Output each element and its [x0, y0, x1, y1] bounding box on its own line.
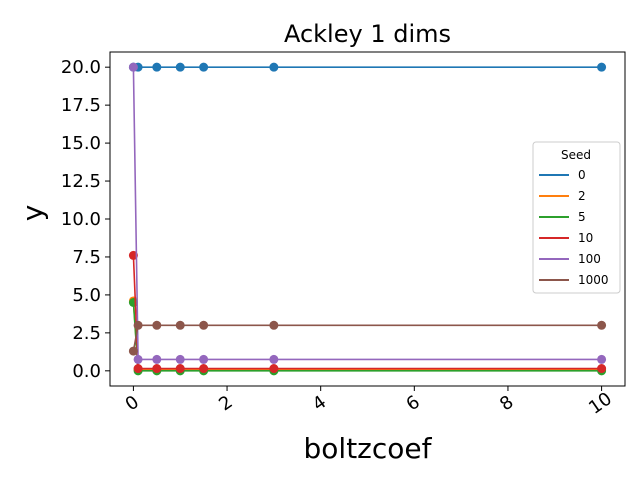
data-point [199, 364, 209, 374]
legend-label: 10 [578, 231, 593, 245]
legend-label: 5 [578, 210, 586, 224]
series-10 [128, 250, 607, 374]
x-tick-label: 0 [122, 392, 143, 416]
x-tick-label: 6 [402, 392, 423, 416]
x-tick-label: 10 [585, 388, 616, 418]
chart-title: Ackley 1 dims [284, 20, 451, 48]
data-point [199, 62, 209, 72]
data-point [597, 354, 607, 364]
data-point [152, 354, 162, 364]
x-tick-label: 8 [496, 392, 517, 416]
y-tick-label: 7.5 [72, 247, 101, 268]
data-point [597, 62, 607, 72]
legend-label: 1000 [578, 273, 609, 287]
data-point [175, 320, 185, 330]
data-point [152, 62, 162, 72]
data-point [597, 364, 607, 374]
data-point [269, 354, 279, 364]
y-tick-label: 17.5 [61, 95, 101, 116]
y-axis: 0.0 2.5 5.0 7.5 10.0 12.5 15.0 17.5 20.0 [61, 57, 110, 382]
legend-title: Seed [561, 148, 591, 162]
legend-label: 0 [578, 168, 586, 182]
data-point [199, 320, 209, 330]
data-point [175, 62, 185, 72]
data-point [133, 320, 143, 330]
y-axis-label: y [16, 205, 49, 222]
legend: Seed 0 2 5 10 100 1000 [532, 141, 621, 294]
y-tick-label: 10.0 [61, 209, 101, 230]
x-axis: 0 2 4 6 8 10 [122, 386, 616, 419]
series-0 [128, 62, 607, 72]
data-point [199, 354, 209, 364]
y-tick-label: 15.0 [61, 133, 101, 154]
y-tick-label: 5.0 [72, 285, 101, 306]
data-point [133, 354, 143, 364]
series-1000 [128, 320, 607, 356]
data-point [597, 320, 607, 330]
data-point [269, 364, 279, 374]
legend-frame [532, 141, 621, 294]
x-tick-label: 2 [215, 392, 236, 416]
data-point [269, 320, 279, 330]
y-tick-label: 0.0 [72, 361, 101, 382]
data-point [133, 364, 143, 374]
y-tick-label: 20.0 [61, 57, 101, 78]
x-axis-label: boltzcoef [304, 432, 433, 465]
y-tick-label: 2.5 [72, 323, 101, 344]
x-tick-label: 4 [309, 392, 330, 416]
data-point [152, 320, 162, 330]
series-100 [128, 62, 607, 364]
legend-label: 2 [578, 189, 586, 203]
data-point [269, 62, 279, 72]
data-point [152, 364, 162, 374]
legend-label: 100 [578, 252, 601, 266]
data-point [128, 62, 138, 72]
data-point [128, 346, 138, 356]
series-layer [128, 62, 607, 376]
data-point [175, 364, 185, 374]
legend-entries: 0 2 5 10 100 1000 [539, 168, 609, 287]
data-point [175, 354, 185, 364]
y-tick-label: 12.5 [61, 171, 101, 192]
